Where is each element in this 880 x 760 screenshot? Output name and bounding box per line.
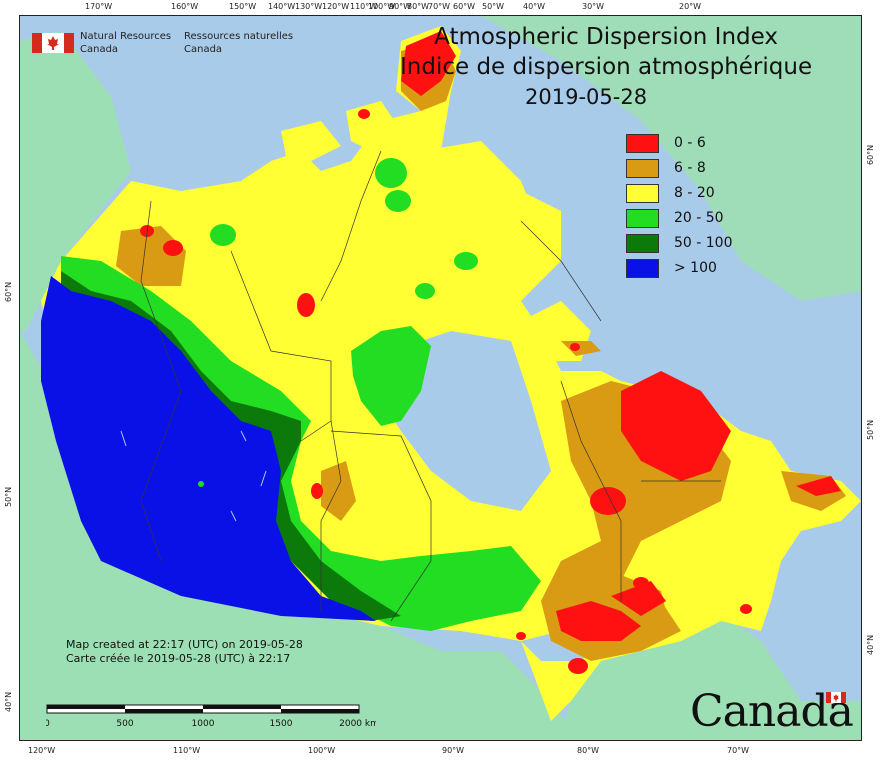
legend-label: 6 - 8	[674, 160, 706, 176]
tick-label: 80°W	[577, 746, 600, 755]
created-fr: Carte créée le 2019-05-28 (UTC) à 22:17	[66, 652, 291, 665]
legend-swatch	[626, 159, 659, 178]
wordmark-flag-icon	[826, 692, 846, 703]
tick-label: 50°N	[4, 486, 13, 507]
graticule-left-labels: 60°N 50°N 40°N	[0, 0, 19, 760]
tick-label: 70°W	[727, 746, 750, 755]
tick-label: 150°W	[229, 2, 257, 11]
map-canvas[interactable]	[19, 15, 862, 741]
tick-label: 70°W	[428, 2, 451, 11]
tick-label: 50°W	[482, 2, 505, 11]
agency-name-fr-line: Ressources naturelles	[184, 31, 294, 42]
legend-label: > 100	[674, 260, 717, 276]
legend-swatch	[626, 259, 659, 278]
scale-label: 2000 km	[339, 719, 376, 729]
legend-swatch	[626, 134, 659, 153]
title-fr: Indice de dispersion atmosphérique	[400, 54, 813, 80]
green-spot	[198, 481, 204, 487]
tick-label: 90°W	[442, 746, 465, 755]
tick-label: 60°W	[453, 2, 476, 11]
legend-swatch	[626, 184, 659, 203]
scale-label: 1500	[270, 719, 293, 729]
tick-label: 160°W	[171, 2, 199, 11]
tick-label: 60°N	[4, 281, 13, 302]
map-title: Atmospheric Dispersion Index Indice de d…	[400, 22, 812, 112]
created-en: Map created at 22:17 (UTC) on 2019-05-28	[66, 638, 303, 651]
tick-label: 90°W	[389, 2, 412, 11]
legend-swatch	[626, 234, 659, 253]
legend-label: 8 - 20	[674, 185, 715, 201]
agency-name-fr-line: Canada	[184, 44, 223, 55]
tick-label: 110°W	[350, 2, 378, 11]
map-created-note: Map created at 22:17 (UTC) on 2019-05-28…	[66, 638, 303, 666]
index-zone-above-100	[41, 276, 376, 621]
title-en: Atmospheric Dispersion Index	[434, 24, 778, 50]
graticule-bottom-labels: 120°W 110°W 100°W 90°W 80°W 70°W	[0, 743, 880, 758]
scale-bar: 0 500 1000 1500 2000 km	[46, 704, 376, 729]
legend-swatch	[626, 209, 659, 228]
canada-flag-icon	[32, 33, 74, 53]
legend-label: 20 - 50	[674, 210, 724, 226]
tick-label: 60°N	[866, 144, 875, 165]
agency-name-en: Natural Resources Canada	[80, 30, 171, 56]
scale-label: 500	[116, 719, 133, 729]
tick-label: 80°W	[407, 2, 430, 11]
tick-label: 100°W	[368, 2, 396, 11]
agency-name-en-line: Canada	[80, 44, 119, 55]
tick-label: 120°W	[28, 746, 56, 755]
legend-label: 0 - 6	[674, 135, 706, 151]
tick-label: 20°W	[679, 2, 702, 11]
tick-label: 100°W	[308, 746, 336, 755]
agency-name-fr: Ressources naturelles Canada	[184, 30, 293, 56]
scale-label: 0	[46, 719, 50, 729]
tick-label: 30°W	[582, 2, 605, 11]
bc-lakes	[120, 430, 267, 522]
tick-label: 40°N	[4, 691, 13, 712]
tick-label: 130°W	[295, 2, 323, 11]
tick-label: 140°W	[268, 2, 296, 11]
tick-label: 40°W	[523, 2, 546, 11]
tick-label: 40°N	[866, 634, 875, 655]
legend-label: 50 - 100	[674, 235, 733, 251]
index-zone-0-6	[140, 31, 841, 674]
graticule-right-labels: 60°N 50°N 40°N	[862, 0, 880, 760]
provincial-borders	[140, 150, 721, 622]
scale-label: 1000	[192, 719, 215, 729]
tick-label: 110°W	[173, 746, 201, 755]
tick-label: 170°W	[85, 2, 113, 11]
map-date: 2019-05-28	[525, 85, 648, 109]
agency-name-en-line: Natural Resources	[80, 31, 172, 42]
tick-label: 50°N	[866, 419, 875, 440]
tick-label: 120°W	[322, 2, 350, 11]
map-svg	[20, 16, 861, 740]
graticule-top-labels: 170°W 160°W 150°W 140°W 130°W 120°W 110°…	[0, 0, 880, 15]
